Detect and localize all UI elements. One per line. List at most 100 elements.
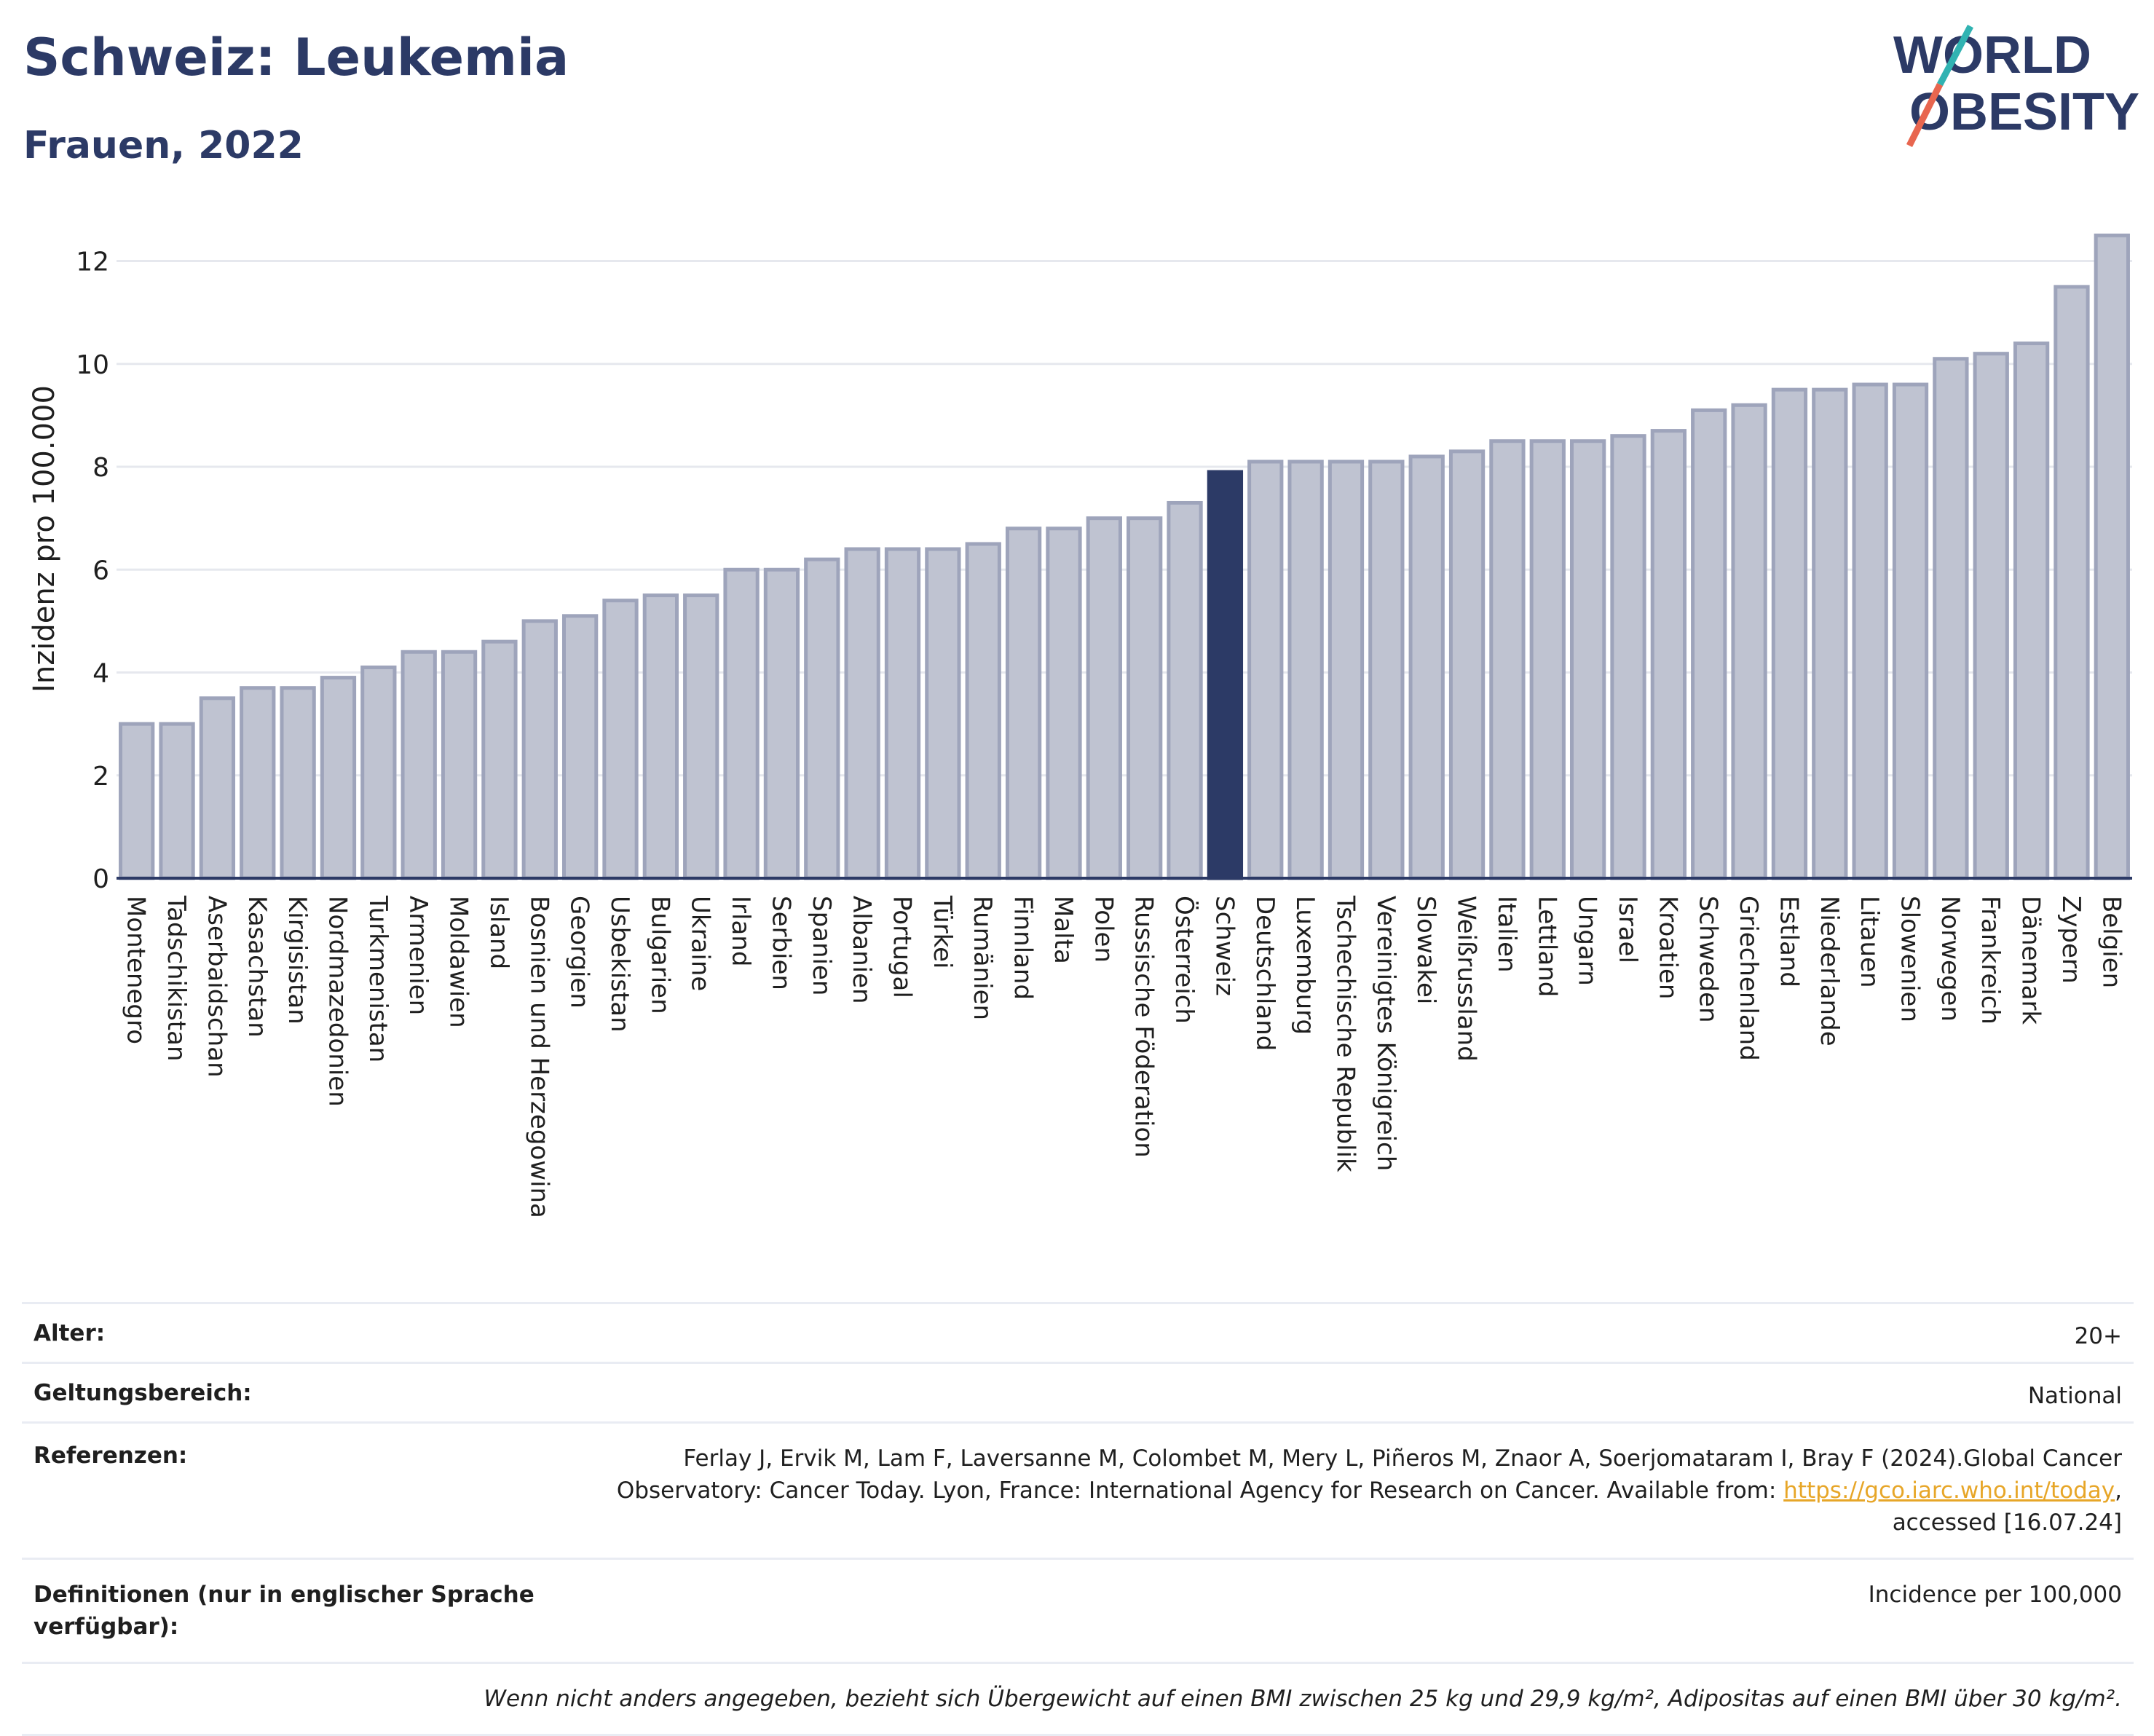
x-tick-label: Türkei — [928, 895, 957, 968]
bar-deutschland — [1247, 459, 1284, 880]
x-tick-label: Portugal — [888, 896, 917, 998]
bar-niederlande — [1812, 387, 1848, 880]
x-tick-label: Deutschland — [1250, 896, 1279, 1051]
x-tick-label: Usbekistan — [605, 896, 634, 1033]
bar-kroatien — [1650, 429, 1687, 880]
x-tick-label: Belgien — [2096, 896, 2126, 988]
bmi-note: Wenn nicht anders angegeben, bezieht sic… — [484, 1686, 2122, 1712]
bar-georgien — [561, 614, 599, 880]
x-tick-label: Ungarn — [1573, 896, 1602, 986]
bar-frankreich — [1973, 352, 2009, 880]
bar-österreich — [1167, 500, 1203, 880]
x-tick-label: Dänemark — [2016, 896, 2045, 1025]
y-tick-label: 8 — [92, 453, 109, 483]
bar-lettland — [1529, 439, 1566, 880]
bar-finnland — [1005, 526, 1042, 880]
y-tick-label: 4 — [92, 659, 109, 689]
bar-kasachstan — [240, 686, 276, 880]
logo-line-1: WORLD — [1893, 26, 2091, 84]
x-tick-label: Spanien — [807, 896, 836, 995]
bar-griechenland — [1731, 403, 1767, 880]
y-tick-label: 2 — [92, 762, 109, 792]
world-obesity-logo: WORLD OBESITY — [1893, 24, 2139, 148]
x-tick-labels: Montenegro Tadschikistan Aserbaidschan Kasa… — [122, 895, 2126, 1218]
references-text-3: , — [2115, 1477, 2122, 1504]
x-tick-label: Litauen — [1855, 896, 1884, 988]
bar-slowakei — [1408, 454, 1445, 880]
x-tick-label: Kroatien — [1653, 896, 1682, 999]
age-value: 20+ — [2074, 1323, 2122, 1349]
bar-litauen — [1852, 382, 1888, 880]
bar-usbekistan — [602, 599, 639, 880]
x-tick-label: Malta — [1049, 896, 1078, 964]
bar-luxemburg — [1287, 459, 1324, 880]
definitions-label: Definitionen (nur in englischer Sprache … — [22, 1560, 546, 1662]
bar-schweiz — [1207, 470, 1244, 880]
references-text-1: Ferlay J, Ervik M, Lam F, Laversanne M, … — [683, 1445, 2122, 1472]
page-title: Schweiz: Leukemia — [23, 28, 569, 87]
x-tick-label: Estland — [1774, 896, 1803, 987]
references-text-2: Observatory: Cancer Today. Lyon, France:… — [616, 1477, 1784, 1504]
x-tick-label: Tadschikistan — [162, 895, 191, 1062]
x-tick-label: Luxemburg — [1290, 896, 1319, 1035]
references-text-4: accessed [16.07.24] — [1892, 1510, 2122, 1536]
x-tick-label: Rumänien — [968, 896, 997, 1020]
bar-belgien — [2094, 233, 2130, 880]
bar-ukraine — [683, 593, 719, 880]
bar-ungarn — [1569, 439, 1606, 880]
bar-estland — [1771, 387, 1808, 880]
x-tick-label: Israel — [1613, 896, 1642, 963]
bar-moldawien — [441, 650, 478, 880]
x-tick-label: Albanien — [847, 896, 876, 1004]
x-tick-label: Schweiz — [1210, 896, 1239, 996]
references-value: Ferlay J, Ervik M, Lam F, Laversanne M, … — [605, 1424, 2134, 1558]
y-tick-label: 0 — [92, 864, 109, 894]
bar-turkmenistan — [360, 665, 397, 880]
bar-albanien — [844, 547, 880, 880]
x-tick-label: Aserbaidschan — [202, 896, 231, 1078]
info-row-note: Wenn nicht anders angegeben, bezieht sic… — [22, 1662, 2134, 1736]
y-tick-labels: 0 2 4 6 8 10 12 — [76, 248, 109, 894]
x-tick-label: Schweden — [1694, 896, 1723, 1023]
x-tick-label: Frankreich — [1976, 896, 2005, 1025]
definitions-label-line-2: verfügbar): — [33, 1614, 179, 1640]
bar-norwegen — [1933, 357, 1969, 880]
bar-montenegro — [119, 722, 155, 880]
x-tick-label: Lettland — [1532, 896, 1561, 997]
x-tick-label: Russische Föderation — [1129, 896, 1159, 1158]
bar-dänemark — [2013, 342, 2050, 880]
bar-island — [481, 639, 518, 880]
x-tick-label: Vereinigtes Königreich — [1371, 896, 1400, 1171]
bar-rumänien — [965, 542, 1001, 880]
bar-schweden — [1691, 408, 1727, 880]
x-tick-label: Norwegen — [1936, 896, 1965, 1022]
x-tick-label: Bulgarien — [645, 896, 674, 1014]
info-row-scope: Geltungsbereich: National — [22, 1362, 2134, 1421]
page-subtitle: Frauen, 2022 — [23, 124, 304, 167]
bar-chart: 0 2 4 6 8 10 12 Montenegro Tadschikistan Aserbai… — [28, 233, 2132, 1218]
logo-line-2: OBESITY — [1909, 83, 2139, 141]
bars — [119, 233, 2130, 880]
y-axis-label: Inzidenz pro 100.000 — [28, 385, 61, 693]
scope-value: National — [2027, 1383, 2122, 1409]
bar-malta — [1046, 526, 1082, 880]
bar-spanien — [804, 557, 840, 880]
x-tick-label: Turkmenistan — [363, 895, 392, 1062]
bar-slowenien — [1892, 382, 1929, 880]
logo-slash-red — [1906, 82, 1944, 148]
bar-nordmazedonien — [320, 676, 357, 880]
x-tick-label: Moldawien — [444, 896, 473, 1028]
x-tick-label: Griechenland — [1734, 896, 1763, 1061]
x-tick-label: Serbien — [766, 896, 795, 990]
bar-bosnien-und-herzegowina — [521, 619, 558, 880]
x-tick-label: Finnland — [1009, 896, 1038, 1000]
info-table: Alter: 20+ Geltungsbereich: National Ref… — [22, 1302, 2134, 1736]
x-tick-label: Ukraine — [686, 896, 715, 991]
logo-slash-teal — [1937, 24, 1973, 87]
bar-irland — [723, 567, 760, 880]
bar-kirgisistan — [280, 686, 316, 880]
x-tick-label: Armenien — [403, 896, 433, 1015]
references-link[interactable]: https://gco.iarc.who.int/today — [1783, 1477, 2115, 1504]
x-tick-label: Slowenien — [1895, 896, 1925, 1022]
bar-tadschikistan — [159, 722, 195, 880]
